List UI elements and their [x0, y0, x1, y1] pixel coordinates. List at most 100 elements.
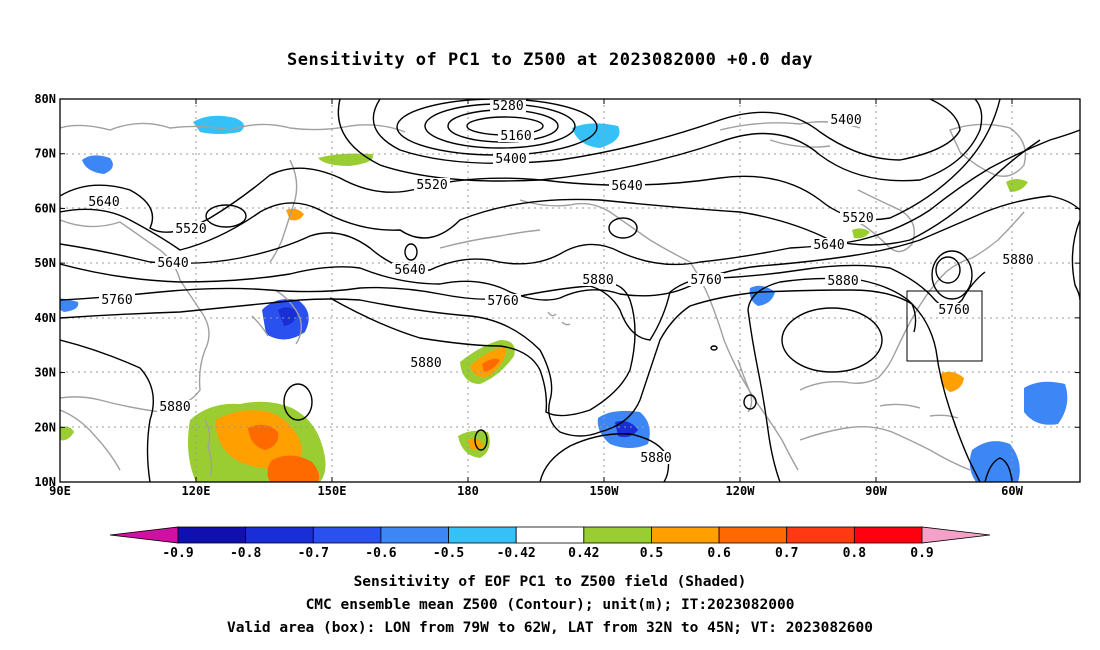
lon-tick-label: 90W	[865, 484, 887, 498]
coast-asia-north	[60, 122, 406, 133]
valid-area-box	[906, 290, 983, 362]
pos-shade-patch	[852, 228, 870, 239]
contour-value-label: 5880	[827, 274, 858, 289]
colorbar-swatch	[786, 526, 855, 544]
coast-aleutians	[439, 229, 541, 249]
caption-shading: Sensitivity of EOF PC1 to Z500 field (Sh…	[353, 574, 747, 590]
colorbar-label: -0.42	[497, 546, 536, 561]
axis-ticks	[59, 98, 1080, 483]
coast-philippines	[204, 419, 213, 477]
neg-shade-patch	[82, 155, 113, 174]
lon-tick-label: 150W	[590, 484, 620, 498]
colorbar-label: 0.6	[707, 546, 731, 561]
colorbar-swatch	[853, 526, 923, 544]
lat-tick-label: 10N	[34, 475, 56, 489]
colorbar-swatch	[583, 526, 652, 544]
contour-value-label: 5400	[495, 152, 526, 167]
contour-5880-south	[539, 433, 670, 482]
contour-5640	[60, 129, 1080, 272]
caption-contour: CMC ensemble mean Z500 (Contour); unit(m…	[305, 597, 795, 613]
contour-east-edge	[1071, 219, 1080, 301]
neg-shade-patch	[1024, 381, 1068, 425]
coast-baja	[737, 359, 753, 413]
contour-value-label: 5520	[842, 211, 873, 226]
pos-shade-patch	[940, 371, 964, 392]
neg-shade-patch	[278, 307, 298, 326]
colorbar-swatch	[448, 526, 517, 544]
colorbar-label: 0.9	[910, 546, 933, 561]
colorbar-label: -0.5	[433, 546, 464, 561]
colorbar-label: -0.6	[365, 546, 396, 561]
contour-closed-small	[710, 345, 718, 351]
pos-shade-patch	[318, 153, 374, 166]
colorbar-swatch	[718, 526, 788, 544]
contour-5820-low	[931, 250, 973, 300]
colorbar-swatch	[380, 526, 449, 544]
coast-gulf-mexico	[799, 329, 907, 391]
colorbar-swatch	[515, 526, 585, 544]
contour-5760	[60, 264, 986, 341]
lon-tick-label: 120W	[726, 484, 756, 498]
contour-closed-small	[608, 217, 638, 239]
coast-greenland	[949, 123, 1027, 177]
pos-shade-patch	[267, 455, 320, 482]
lat-tick-label: 40N	[34, 311, 56, 325]
contour-5580	[60, 139, 1041, 251]
map-frame	[59, 98, 1081, 483]
contour-value-label: 5640	[394, 263, 425, 278]
contour-5400	[372, 99, 961, 165]
contour-value-label: 5760	[690, 273, 721, 288]
contour-east-edge	[984, 457, 1013, 482]
pos-shade-patch	[248, 424, 279, 450]
contour-5820	[60, 289, 917, 437]
contour-value-label: 5880	[640, 451, 671, 466]
neg-shade-patch	[572, 123, 620, 148]
lat-tick-label: 30N	[34, 366, 56, 380]
lon-tick-label: 60W	[1001, 484, 1023, 498]
coast-hawaii	[547, 311, 571, 326]
coast-india	[60, 409, 121, 471]
contour-value-label: 5760	[101, 293, 132, 308]
contour-value-label: 5640	[157, 256, 188, 271]
colorbar-label: 0.7	[775, 546, 798, 561]
neg-shade-patch	[749, 285, 775, 306]
colorbar-label: -0.9	[162, 546, 193, 561]
pos-shade-patch	[286, 208, 304, 221]
contour-value-label: 5520	[175, 222, 206, 237]
colorbar-swatch	[177, 526, 247, 544]
neg-shade-patch	[193, 115, 244, 134]
contour-value-label: 5400	[830, 113, 861, 128]
colorbar-label: 0.8	[843, 546, 867, 561]
contour-value-label: 5280	[492, 99, 523, 114]
graticule	[60, 99, 1080, 482]
contour-closed-small	[404, 243, 418, 261]
colorbar-swatch	[651, 526, 720, 544]
lon-tick-label: 180	[457, 484, 479, 498]
colorbar: -0.9 -0.8 -0.7 -0.6 -0.5 -0.42 0.42 0.5 0.6 0.7 0.…	[109, 526, 991, 561]
colorbar-swatch	[312, 526, 382, 544]
pos-shade-patch	[482, 358, 500, 372]
contour-5940-high	[781, 307, 883, 373]
colorbar-label: 0.42	[568, 546, 599, 561]
contour-5460	[337, 99, 983, 182]
lat-tick-label: 20N	[34, 420, 56, 434]
contour-5520	[60, 99, 1001, 233]
coast-kamchatka	[269, 159, 298, 263]
lat-tick-label: 50N	[34, 256, 56, 270]
contour-value-label: 5640	[88, 195, 119, 210]
coast-alaska	[519, 199, 691, 263]
latitude-labels: 80N 70N 60N 50N 40N 30N 20N 10N	[34, 92, 56, 489]
contour-5880-mid	[329, 282, 636, 417]
contour-5880-west	[60, 339, 154, 482]
colorbar-swatch	[245, 526, 314, 544]
colorbar-triangle-low	[109, 526, 179, 544]
contour-closed-small	[743, 394, 757, 410]
pos-shade-patch	[60, 426, 74, 441]
colorbar-label: -0.8	[230, 546, 261, 561]
contour-value-label: 5880	[410, 356, 441, 371]
lon-tick-label: 120E	[182, 484, 211, 498]
contour-closed-small	[205, 204, 247, 228]
contour-5700-low	[935, 256, 961, 284]
coast-central-america	[799, 425, 971, 471]
